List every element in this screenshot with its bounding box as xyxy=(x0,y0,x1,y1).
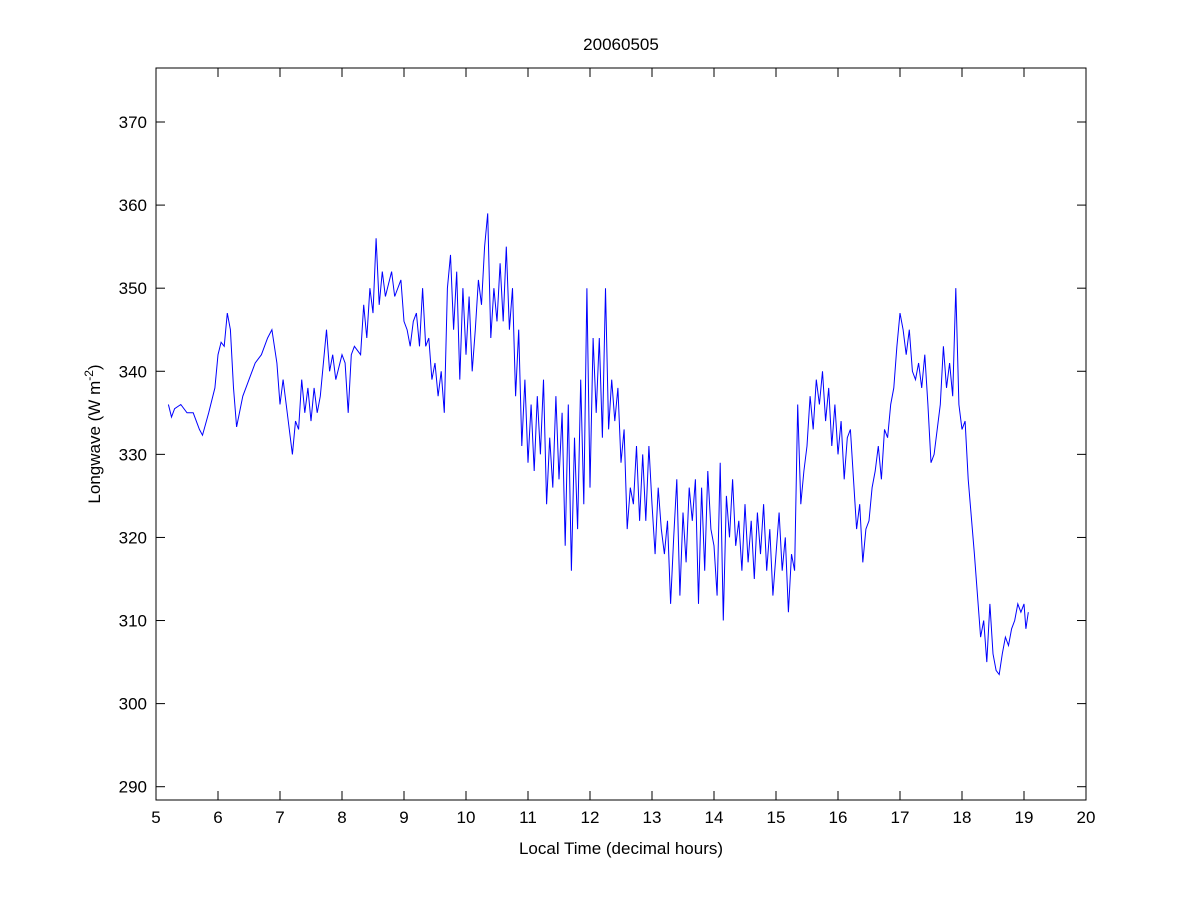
x-tick-label: 9 xyxy=(399,808,408,827)
y-axis-label-suffix: ) xyxy=(85,364,104,370)
chart-title: 20060505 xyxy=(583,35,659,54)
y-axis: 290 300 310 320 330 340 350 360 370 xyxy=(119,113,1086,797)
x-tick-label: 18 xyxy=(953,808,972,827)
x-tick-label: 11 xyxy=(519,808,537,827)
x-tick-label: 17 xyxy=(891,808,910,827)
x-tick-label: 7 xyxy=(275,808,284,827)
x-tick-label: 12 xyxy=(581,808,600,827)
x-tick-label: 13 xyxy=(643,808,662,827)
y-tick-label: 340 xyxy=(119,362,147,381)
x-tick-label: 14 xyxy=(705,808,724,827)
y-tick-label: 300 xyxy=(119,695,147,714)
plot-area xyxy=(155,67,1087,801)
series-line-longwave xyxy=(167,213,1029,676)
y-tick-label: 290 xyxy=(119,778,147,797)
y-tick-label: 320 xyxy=(119,528,147,547)
x-tick-label: 20 xyxy=(1077,808,1096,827)
y-tick-label: 370 xyxy=(119,113,147,132)
x-tick-label: 16 xyxy=(829,808,848,827)
y-tick-label: 310 xyxy=(119,612,147,631)
x-tick-label: 19 xyxy=(1015,808,1034,827)
x-tick-label: 8 xyxy=(337,808,346,827)
x-tick-label: 5 xyxy=(151,808,160,827)
x-tick-label: 10 xyxy=(457,808,476,827)
y-tick-label: 350 xyxy=(119,279,147,298)
x-tick-label: 6 xyxy=(213,808,222,827)
x-axis-label: Local Time (decimal hours) xyxy=(519,839,723,858)
y-axis-label-superscript: -2 xyxy=(82,370,96,381)
y-axis-label-main: Longwave (W m xyxy=(85,381,104,504)
x-tick-label: 15 xyxy=(767,808,786,827)
y-tick-label: 330 xyxy=(119,445,147,464)
x-axis: 5 6 7 8 9 10 11 12 13 14 15 16 17 18 19 20 xyxy=(151,68,1095,827)
y-axis-label: Longwave (W m-2) xyxy=(82,364,104,503)
y-tick-label: 360 xyxy=(119,196,147,215)
